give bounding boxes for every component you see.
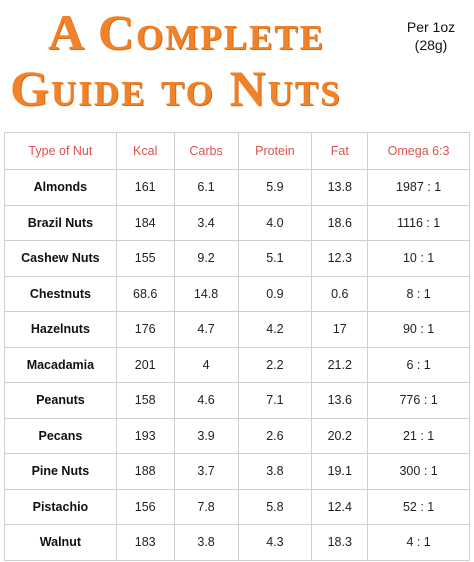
omega-cell: 4 : 1 xyxy=(367,524,470,561)
table-row: Peanuts 158 4.6 7.1 13.6 776 : 1 xyxy=(4,382,470,419)
kcal-cell: 188 xyxy=(115,453,175,490)
kcal-cell: 193 xyxy=(115,417,175,454)
table-row: Pistachio 156 7.8 5.8 12.4 52 : 1 xyxy=(4,488,470,525)
omega-cell: 52 : 1 xyxy=(367,488,470,525)
fat-cell: 12.4 xyxy=(311,488,369,525)
fat-cell: 20.2 xyxy=(311,417,369,454)
carbs-cell: 4.6 xyxy=(173,382,239,419)
table-row: Chestnuts 68.6 14.8 0.9 0.6 8 : 1 xyxy=(4,275,470,312)
table-header-row: Type of Nut Kcal Carbs Protein Fat Omega… xyxy=(4,132,470,170)
nut-name: Hazelnuts xyxy=(4,311,117,348)
nut-name: Pecans xyxy=(4,417,117,454)
protein-cell: 3.8 xyxy=(237,453,313,490)
carbs-cell: 3.4 xyxy=(173,204,239,241)
protein-cell: 2.2 xyxy=(237,346,313,383)
table-body: Almonds 161 6.1 5.9 13.8 1987 : 1 Brazil Nuts 1… xyxy=(4,169,470,561)
kcal-cell: 156 xyxy=(115,488,175,525)
kcal-cell: 176 xyxy=(115,311,175,348)
table-row: Pecans 193 3.9 2.6 20.2 21 : 1 xyxy=(4,417,470,454)
title-line-2: Guide to Nuts xyxy=(10,60,342,116)
header-protein: Protein xyxy=(237,132,313,170)
carbs-cell: 7.8 xyxy=(173,488,239,525)
protein-cell: 0.9 xyxy=(237,275,313,312)
header-omega: Omega 6:3 xyxy=(367,132,470,170)
nut-name: Cashew Nuts xyxy=(4,240,117,277)
omega-cell: 1116 : 1 xyxy=(367,204,470,241)
table-row: Brazil Nuts 184 3.4 4.0 18.6 1116 : 1 xyxy=(4,204,470,241)
page-title: A Complete Guide to Nuts xyxy=(10,4,460,116)
carbs-cell: 6.1 xyxy=(173,169,239,206)
table-row: Pine Nuts 188 3.7 3.8 19.1 300 : 1 xyxy=(4,453,470,490)
fat-cell: 17 xyxy=(311,311,369,348)
header-kcal: Kcal xyxy=(115,132,175,170)
title-line-1: A Complete xyxy=(48,4,325,60)
nut-name: Pistachio xyxy=(4,488,117,525)
nut-name: Walnut xyxy=(4,524,117,561)
carbs-cell: 3.9 xyxy=(173,417,239,454)
nut-name: Almonds xyxy=(4,169,117,206)
fat-cell: 18.3 xyxy=(311,524,369,561)
kcal-cell: 183 xyxy=(115,524,175,561)
omega-cell: 21 : 1 xyxy=(367,417,470,454)
table-row: Cashew Nuts 155 9.2 5.1 12.3 10 : 1 xyxy=(4,240,470,277)
omega-cell: 10 : 1 xyxy=(367,240,470,277)
fat-cell: 19.1 xyxy=(311,453,369,490)
protein-cell: 5.9 xyxy=(237,169,313,206)
carbs-cell: 14.8 xyxy=(173,275,239,312)
kcal-cell: 201 xyxy=(115,346,175,383)
omega-cell: 6 : 1 xyxy=(367,346,470,383)
kcal-cell: 184 xyxy=(115,204,175,241)
kcal-cell: 161 xyxy=(115,169,175,206)
fat-cell: 0.6 xyxy=(311,275,369,312)
protein-cell: 7.1 xyxy=(237,382,313,419)
table-row: Walnut 183 3.8 4.3 18.3 4 : 1 xyxy=(4,524,470,561)
carbs-cell: 9.2 xyxy=(173,240,239,277)
header-type-of-nut: Type of Nut xyxy=(4,132,117,170)
nut-name: Macadamia xyxy=(4,346,117,383)
serving-size-line-1: Per 1oz xyxy=(406,19,456,35)
omega-cell: 300 : 1 xyxy=(367,453,470,490)
carbs-cell: 3.8 xyxy=(173,524,239,561)
header-carbs: Carbs xyxy=(173,132,239,170)
nut-name: Peanuts xyxy=(4,382,117,419)
nut-name: Brazil Nuts xyxy=(4,204,117,241)
carbs-cell: 4.7 xyxy=(173,311,239,348)
fat-cell: 21.2 xyxy=(311,346,369,383)
omega-cell: 8 : 1 xyxy=(367,275,470,312)
kcal-cell: 68.6 xyxy=(115,275,175,312)
header-fat: Fat xyxy=(311,132,369,170)
serving-size-note: Per 1oz (28g) xyxy=(396,18,466,54)
carbs-cell: 3.7 xyxy=(173,453,239,490)
table-row: Hazelnuts 176 4.7 4.2 17 90 : 1 xyxy=(4,311,470,348)
kcal-cell: 158 xyxy=(115,382,175,419)
nut-nutrition-table: Type of Nut Kcal Carbs Protein Fat Omega… xyxy=(4,132,470,561)
fat-cell: 13.8 xyxy=(311,169,369,206)
fat-cell: 12.3 xyxy=(311,240,369,277)
table-row: Macadamia 201 4 2.2 21.2 6 : 1 xyxy=(4,346,470,383)
table-row: Almonds 161 6.1 5.9 13.8 1987 : 1 xyxy=(4,169,470,206)
omega-cell: 1987 : 1 xyxy=(367,169,470,206)
protein-cell: 4.3 xyxy=(237,524,313,561)
fat-cell: 18.6 xyxy=(311,204,369,241)
protein-cell: 5.8 xyxy=(237,488,313,525)
protein-cell: 4.0 xyxy=(237,204,313,241)
carbs-cell: 4 xyxy=(173,346,239,383)
fat-cell: 13.6 xyxy=(311,382,369,419)
kcal-cell: 155 xyxy=(115,240,175,277)
protein-cell: 2.6 xyxy=(237,417,313,454)
nut-name: Chestnuts xyxy=(4,275,117,312)
nut-name: Pine Nuts xyxy=(4,453,117,490)
omega-cell: 90 : 1 xyxy=(367,311,470,348)
protein-cell: 4.2 xyxy=(237,311,313,348)
protein-cell: 5.1 xyxy=(237,240,313,277)
serving-size-line-2: (28g) xyxy=(414,37,448,53)
omega-cell: 776 : 1 xyxy=(367,382,470,419)
